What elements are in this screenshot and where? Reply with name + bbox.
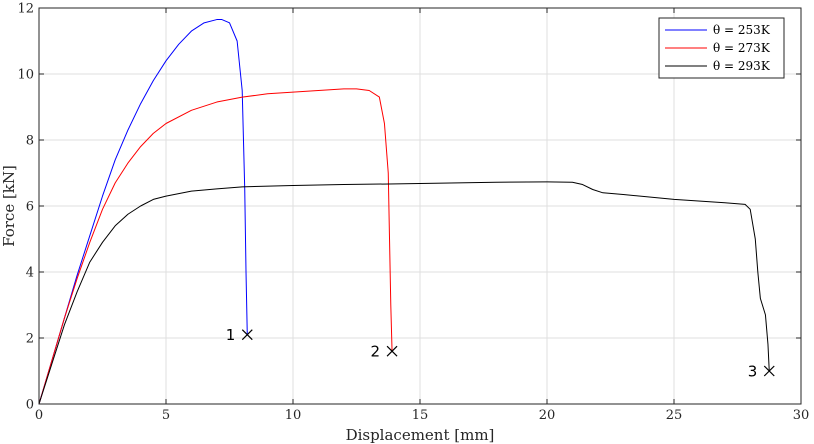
x-tick-label: 0 [35,408,43,423]
failure-marker-label: 1 [226,326,236,344]
y-tick-label: 10 [17,68,34,83]
legend-label: θ = 293K [713,59,771,73]
x-tick-label: 15 [412,408,429,423]
legend: θ = 253K θ = 273K θ = 293K [658,17,785,79]
series-line-1 [38,19,248,405]
y-tick-label: 8 [26,134,34,149]
failure-marker-label: 2 [371,343,381,361]
legend-label: θ = 253K [713,23,771,37]
y-tick-label: 2 [26,332,34,347]
failure-marker [241,329,253,341]
series-lines [38,19,770,405]
failure-marker-label: 3 [748,363,758,381]
annotations: 1 2 3 [226,326,775,381]
x-tick-label: 30 [793,408,810,423]
series-line-2 [38,88,393,405]
failure-marker [386,345,398,357]
x-axis-label: Displacement [mm] [346,426,495,444]
failure-marker [763,365,775,377]
x-tick-label: 10 [285,408,302,423]
x-tick-label: 20 [539,408,556,423]
y-axis-label: Force [kN] [0,165,18,247]
x-tick-label: 5 [162,408,170,423]
y-tick-label: 12 [17,2,34,17]
y-tick-label: 0 [26,398,34,413]
y-tick-label: 6 [26,200,34,215]
series-line-3 [38,181,770,405]
x-tick-label: 25 [666,408,683,423]
y-tick-label: 4 [26,266,34,281]
legend-label: θ = 273K [713,41,771,55]
